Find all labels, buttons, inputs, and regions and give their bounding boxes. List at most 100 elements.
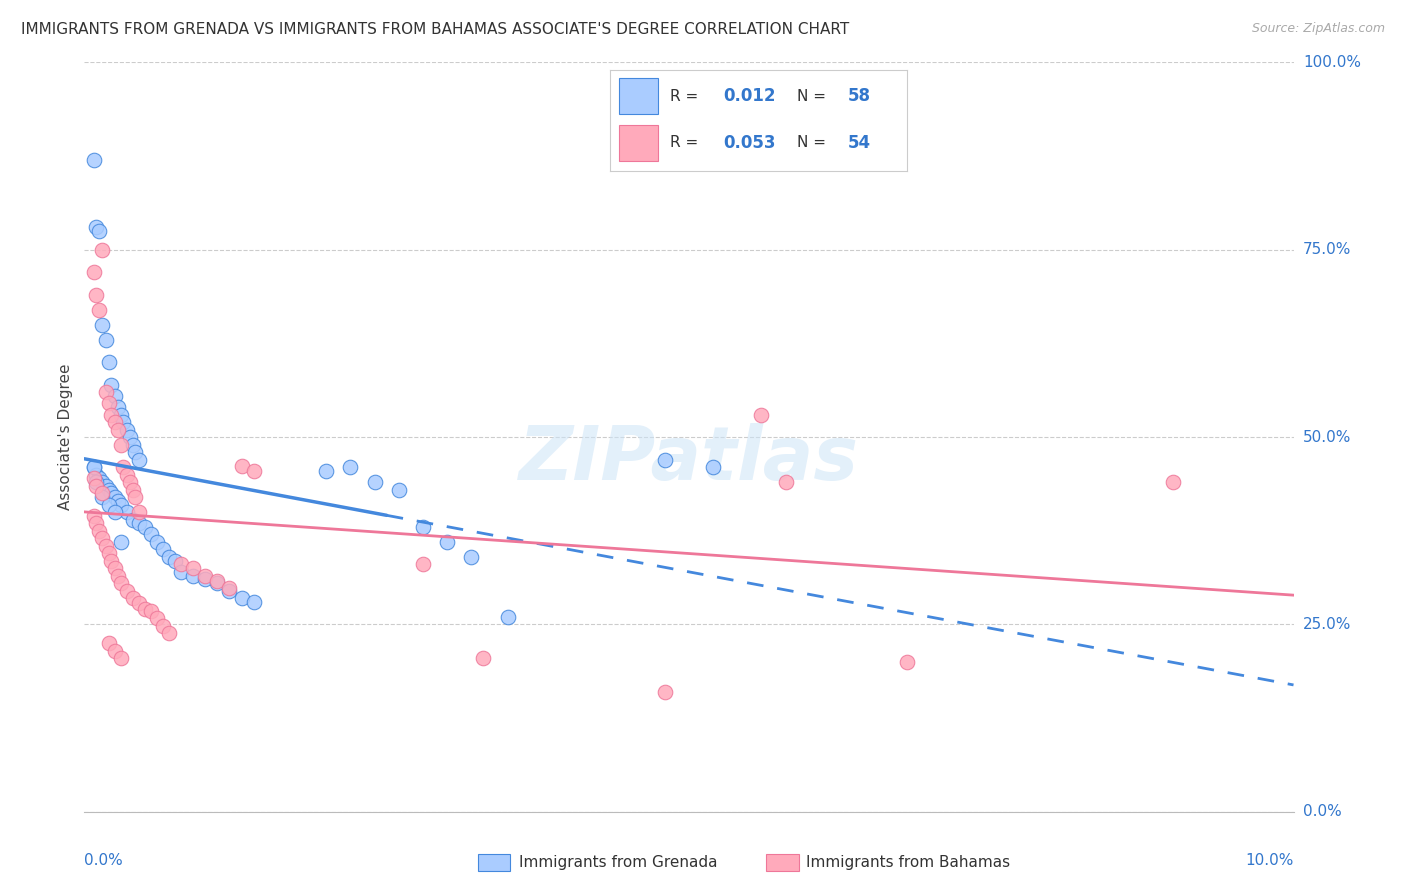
- Point: [152, 619, 174, 633]
- Point: [107, 400, 129, 414]
- Point: [121, 591, 143, 606]
- Point: [86, 287, 108, 301]
- Point: [91, 475, 114, 489]
- Point: [218, 583, 240, 598]
- Point: [104, 561, 127, 575]
- Point: [207, 576, 229, 591]
- Point: [110, 576, 132, 591]
- Point: [94, 479, 117, 493]
- Point: [207, 574, 229, 588]
- Point: [112, 460, 135, 475]
- Point: [218, 582, 240, 596]
- Point: [120, 430, 142, 444]
- Point: [121, 512, 143, 526]
- Point: [100, 486, 122, 500]
- Point: [86, 479, 108, 493]
- Point: [86, 467, 108, 482]
- Point: [83, 265, 105, 279]
- Point: [83, 460, 105, 475]
- Point: [115, 467, 138, 482]
- Point: [115, 505, 138, 519]
- Text: 0.0%: 0.0%: [1303, 805, 1341, 819]
- Point: [124, 445, 146, 459]
- Point: [87, 224, 110, 238]
- Point: [242, 595, 264, 609]
- Point: [896, 655, 918, 669]
- Point: [157, 549, 180, 564]
- Point: [121, 483, 143, 497]
- Point: [134, 602, 156, 616]
- Point: [97, 355, 120, 369]
- Point: [86, 475, 108, 489]
- Point: [496, 610, 519, 624]
- Point: [194, 568, 217, 582]
- Point: [388, 483, 411, 497]
- Point: [97, 396, 120, 410]
- Point: [97, 498, 120, 512]
- Point: [436, 535, 458, 549]
- Point: [170, 558, 193, 572]
- Point: [128, 505, 150, 519]
- Point: [775, 475, 797, 489]
- Point: [83, 471, 105, 485]
- Point: [110, 535, 132, 549]
- Text: 25.0%: 25.0%: [1303, 617, 1351, 632]
- Point: [702, 460, 724, 475]
- Point: [194, 573, 217, 587]
- Point: [104, 389, 127, 403]
- Point: [112, 415, 135, 429]
- Point: [87, 302, 110, 317]
- Text: Source: ZipAtlas.com: Source: ZipAtlas.com: [1251, 22, 1385, 36]
- Point: [134, 520, 156, 534]
- Point: [107, 423, 129, 437]
- Point: [472, 651, 495, 665]
- Point: [97, 483, 120, 497]
- Point: [115, 583, 138, 598]
- Point: [115, 423, 138, 437]
- Text: Immigrants from Grenada: Immigrants from Grenada: [519, 855, 717, 870]
- Point: [100, 554, 122, 568]
- Point: [91, 486, 114, 500]
- Y-axis label: Associate's Degree: Associate's Degree: [58, 364, 73, 510]
- Point: [231, 591, 253, 606]
- Text: 50.0%: 50.0%: [1303, 430, 1351, 444]
- Point: [86, 220, 108, 235]
- Text: ZIPatlas: ZIPatlas: [519, 423, 859, 496]
- Point: [654, 685, 676, 699]
- Point: [412, 558, 434, 572]
- Point: [412, 520, 434, 534]
- Point: [315, 464, 337, 478]
- Point: [100, 377, 122, 392]
- Point: [104, 490, 127, 504]
- Point: [83, 508, 105, 523]
- Point: [152, 542, 174, 557]
- Point: [94, 385, 117, 400]
- Point: [110, 408, 132, 422]
- Point: [654, 452, 676, 467]
- Point: [128, 452, 150, 467]
- Point: [104, 415, 127, 429]
- Point: [91, 531, 114, 545]
- Point: [181, 561, 204, 575]
- Point: [107, 493, 129, 508]
- Point: [1161, 475, 1184, 489]
- Point: [120, 475, 142, 489]
- Point: [363, 475, 385, 489]
- Point: [91, 490, 114, 504]
- Text: 75.0%: 75.0%: [1303, 243, 1351, 257]
- Text: 0.0%: 0.0%: [84, 853, 124, 868]
- Point: [97, 636, 120, 650]
- Point: [110, 437, 132, 451]
- Point: [157, 626, 180, 640]
- Point: [110, 498, 132, 512]
- Point: [146, 611, 169, 625]
- Point: [128, 596, 150, 610]
- Point: [91, 318, 114, 332]
- Point: [181, 568, 204, 582]
- Text: IMMIGRANTS FROM GRENADA VS IMMIGRANTS FROM BAHAMAS ASSOCIATE'S DEGREE CORRELATIO: IMMIGRANTS FROM GRENADA VS IMMIGRANTS FR…: [21, 22, 849, 37]
- Point: [124, 490, 146, 504]
- Point: [94, 539, 117, 553]
- Point: [165, 554, 187, 568]
- Point: [97, 546, 120, 560]
- Text: 100.0%: 100.0%: [1303, 55, 1361, 70]
